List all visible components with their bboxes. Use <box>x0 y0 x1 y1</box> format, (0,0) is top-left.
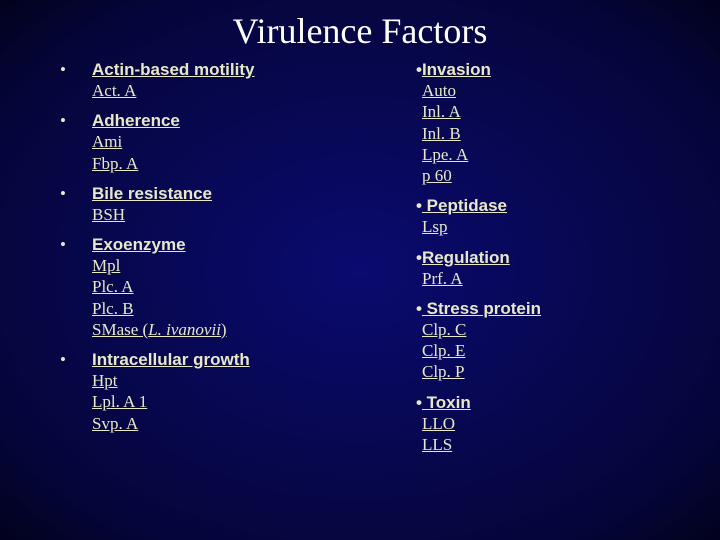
list-item: LLO <box>422 413 680 434</box>
section-heading: Adherence <box>92 111 180 130</box>
list-item: Inl. A <box>422 101 680 122</box>
section-invasion: •Invasion Auto Inl. A Inl. B Lpe. A p 60 <box>410 60 680 186</box>
section-adherence: • Adherence Ami Fbp. A <box>60 111 400 174</box>
list-item: p 60 <box>422 165 680 186</box>
list-item: Auto <box>422 80 680 101</box>
bullet: • <box>60 184 88 204</box>
section-stress: • Stress protein Clp. C Clp. E Clp. P <box>410 299 680 383</box>
section-heading: Peptidase <box>422 196 507 215</box>
left-column: • Actin-based motility Act. A • Adherenc… <box>60 60 400 465</box>
list-item: SMase (L. ivanovii) <box>92 319 382 340</box>
list-item: Lpe. A <box>422 144 680 165</box>
list-item: Plc. A <box>92 276 382 297</box>
section-peptidase: • Peptidase Lsp <box>410 196 680 237</box>
list-item: BSH <box>92 204 382 225</box>
list-item: Ami <box>92 131 382 152</box>
list-item: Lsp <box>422 216 680 237</box>
content-columns: • Actin-based motility Act. A • Adherenc… <box>0 52 720 465</box>
section-heading: Invasion <box>422 60 491 79</box>
list-item: Clp. P <box>422 361 680 382</box>
list-item: Clp. C <box>422 319 680 340</box>
bullet: • <box>60 235 88 255</box>
section-heading: Stress protein <box>422 299 541 318</box>
list-item: LLS <box>422 434 680 455</box>
section-heading: Bile resistance <box>92 184 212 203</box>
list-item: Inl. B <box>422 123 680 144</box>
section-exoenzyme: • Exoenzyme Mpl Plc. A Plc. B SMase (L. … <box>60 235 400 340</box>
list-item: Prf. A <box>422 268 680 289</box>
section-heading: Toxin <box>422 393 471 412</box>
section-actin: • Actin-based motility Act. A <box>60 60 400 101</box>
section-heading: Regulation <box>422 248 510 267</box>
bullet: • <box>60 60 88 80</box>
section-heading: Intracellular growth <box>92 350 250 369</box>
list-item: Svp. A <box>92 413 382 434</box>
list-item: Lpl. A 1 <box>92 391 382 412</box>
section-regulation: •Regulation Prf. A <box>410 248 680 289</box>
list-item: Clp. E <box>422 340 680 361</box>
section-toxin: • Toxin LLO LLS <box>410 393 680 456</box>
bullet: • <box>60 111 88 131</box>
list-item: Hpt <box>92 370 382 391</box>
section-heading: Exoenzyme <box>92 235 186 254</box>
list-item: Plc. B <box>92 298 382 319</box>
right-column: •Invasion Auto Inl. A Inl. B Lpe. A p 60… <box>400 60 680 465</box>
section-intracellular: • Intracellular growth Hpt Lpl. A 1 Svp.… <box>60 350 400 434</box>
bullet: • <box>60 350 88 370</box>
list-item: Fbp. A <box>92 153 382 174</box>
slide-title: Virulence Factors <box>0 0 720 52</box>
section-heading: Actin-based motility <box>92 60 254 79</box>
section-bile: • Bile resistance BSH <box>60 184 400 225</box>
list-item: Act. A <box>92 80 382 101</box>
list-item: Mpl <box>92 255 382 276</box>
